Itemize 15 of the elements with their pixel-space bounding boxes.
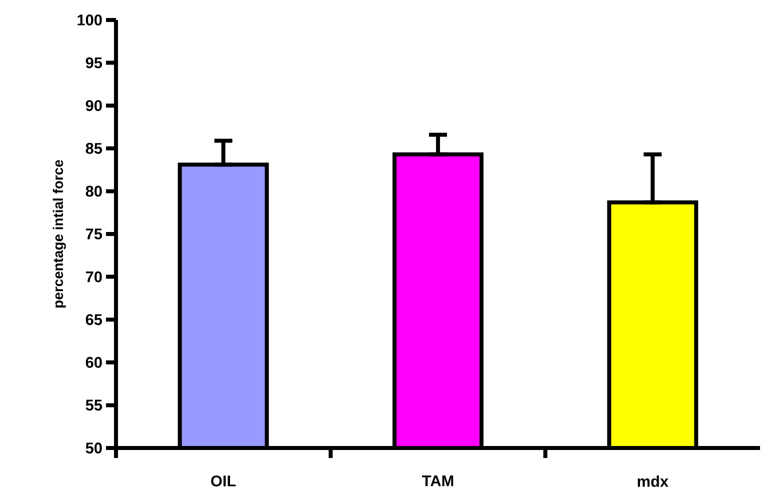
y-tick-label: 70 [86, 271, 102, 282]
y-tick-label: 50 [86, 442, 102, 454]
x-tick-label: TAM [422, 476, 454, 486]
y-tick-label: 60 [86, 356, 102, 368]
y-tick-label: 75 [86, 228, 102, 240]
y-tick-label: 80 [86, 186, 102, 197]
y-tick-label: 55 [86, 400, 102, 411]
y-tick-label: 65 [86, 314, 102, 326]
y-tick-label: 90 [86, 100, 102, 112]
y-tick-label: 100 [78, 14, 102, 26]
x-tick-label: OIL [211, 476, 236, 486]
y-tick-label: 95 [86, 57, 102, 68]
x-tick-label: mdx [638, 476, 668, 487]
y-tick-label: 85 [86, 142, 102, 154]
y-axis-title: percentage intial force [52, 160, 66, 308]
